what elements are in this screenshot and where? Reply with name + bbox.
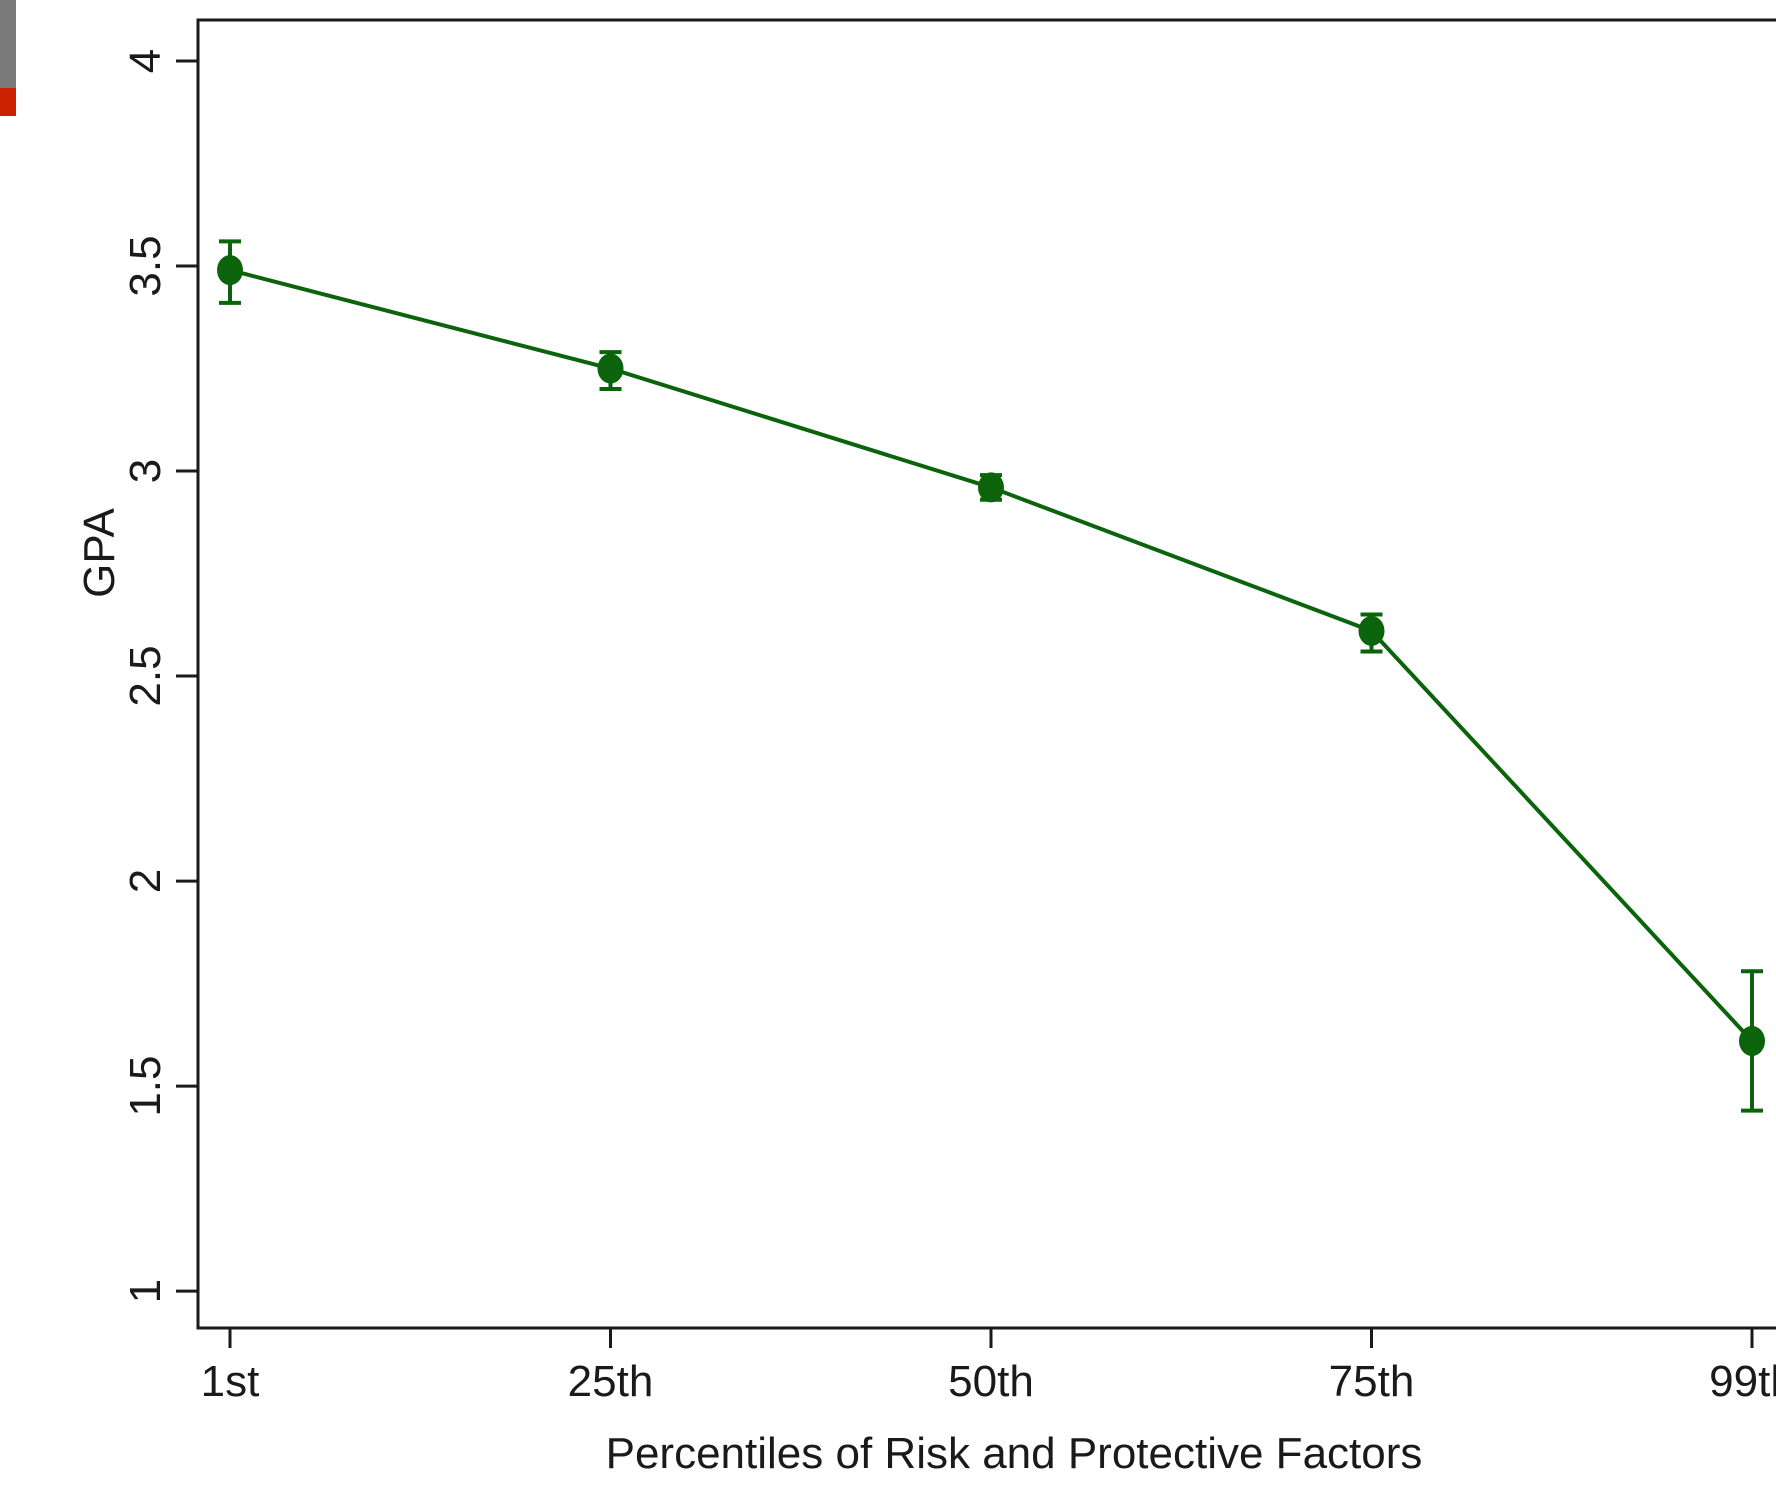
x-tick-label: 25th xyxy=(568,1357,654,1406)
y-tick-label: 2 xyxy=(121,869,170,893)
y-axis: 1 1.5 2 2.5 3 3.5 4 xyxy=(121,49,198,1303)
data-point xyxy=(597,353,624,384)
y-tick-label: 3.5 xyxy=(121,235,170,296)
plot-frame-layer xyxy=(196,18,1776,1330)
y-tick-label: 1.5 xyxy=(121,1055,170,1116)
x-tick-label: 1st xyxy=(201,1357,260,1406)
series-gpa xyxy=(217,239,1765,1113)
x-axis-title: Percentiles of Risk and Protective Facto… xyxy=(606,1429,1423,1478)
data-point xyxy=(1358,615,1385,646)
x-tick-label: 50th xyxy=(948,1357,1034,1406)
y-tick-label: 4 xyxy=(121,49,170,73)
y-tick-label: 1 xyxy=(121,1279,170,1303)
x-axis: 1st 25th 50th 75th 99th xyxy=(201,1328,1776,1406)
series-line xyxy=(229,268,1754,1043)
data-point xyxy=(1739,1025,1765,1056)
y-tick-label: 2.5 xyxy=(121,645,170,706)
y-tick-label: 3 xyxy=(121,459,170,483)
data-point xyxy=(217,255,243,286)
plot-frame xyxy=(196,18,1776,1330)
corner-red-block xyxy=(0,88,16,116)
x-tick-label: 75th xyxy=(1329,1357,1415,1406)
x-tick-label: 99th xyxy=(1709,1357,1776,1406)
data-point xyxy=(978,472,1004,503)
corner-grey-block xyxy=(0,0,16,88)
y-axis-title: GPA xyxy=(75,508,124,598)
